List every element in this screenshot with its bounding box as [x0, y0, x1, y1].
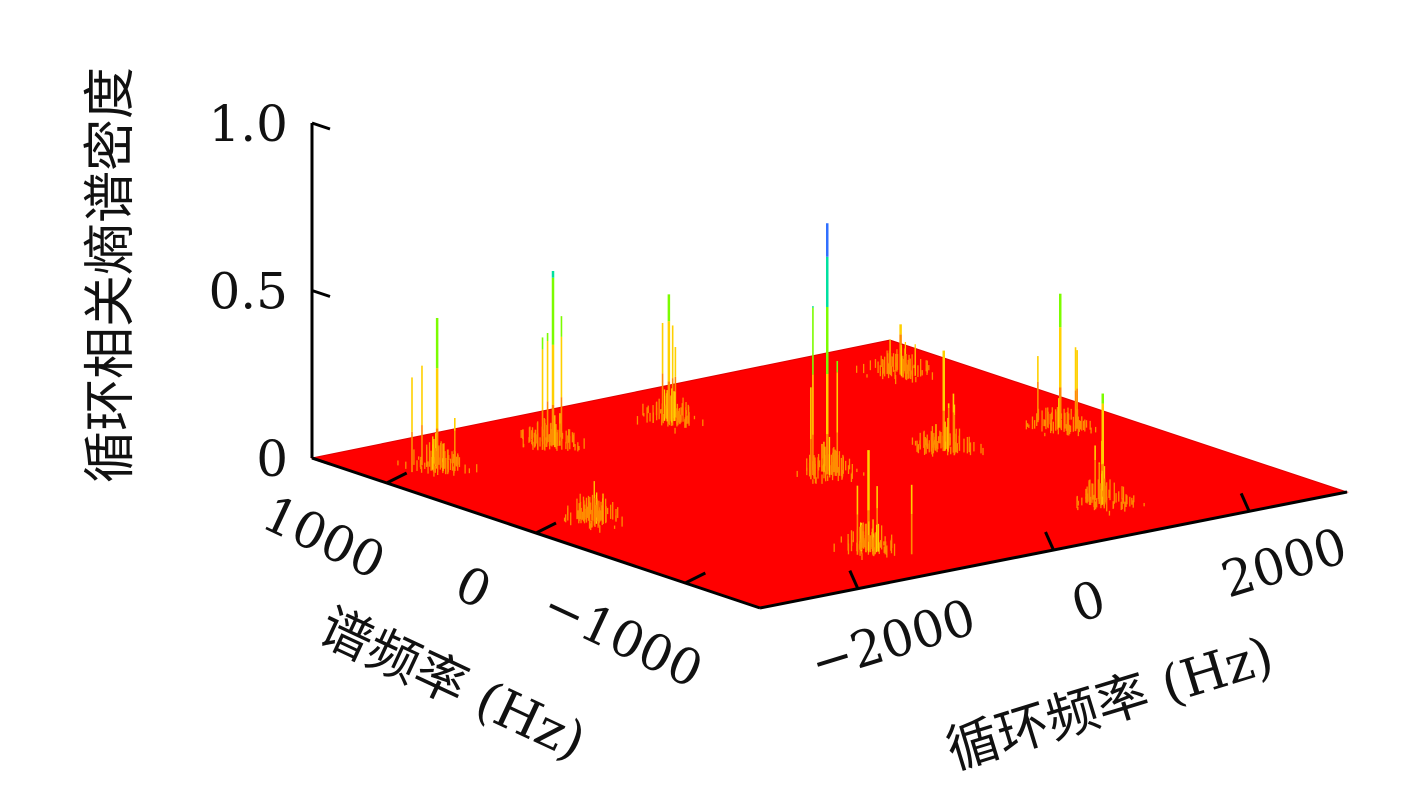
- peak-cluster-6: [1025, 293, 1097, 437]
- peak-cluster-0: [397, 317, 478, 477]
- peak-cluster-4: [796, 223, 865, 484]
- y-tick: [535, 521, 557, 535]
- y-tick-label: −1000: [534, 576, 712, 700]
- y-tick: [385, 471, 408, 485]
- z-axis-title: 循环相关熵谱密度: [81, 67, 141, 483]
- x-axis-title: 循环频率 (Hz): [940, 626, 1281, 782]
- peak-cluster-2: [636, 294, 704, 434]
- x-tick: [1239, 492, 1251, 512]
- x-tick-label: −2000: [804, 588, 983, 693]
- y-tick: [684, 571, 707, 585]
- peak-cluster-3: [563, 481, 623, 533]
- z-tick: [311, 289, 331, 298]
- y-tick-label: 0: [447, 555, 500, 621]
- z-tick: [311, 456, 331, 466]
- axes-layer: [310, 121, 1348, 610]
- peak-cluster-1: [520, 270, 585, 452]
- x-tick: [848, 570, 860, 590]
- z-tick-label: 0.5: [208, 263, 288, 321]
- x-tick-label: 0: [1065, 569, 1112, 634]
- y-tick-label: 1000: [254, 484, 394, 590]
- peak-cluster-5: [911, 350, 984, 457]
- z-tick: [311, 121, 331, 131]
- x-tick-label: 2000: [1215, 517, 1354, 610]
- z-tick-label: 0: [256, 430, 288, 488]
- peaks-layer: [397, 223, 1145, 560]
- peak-cluster-8: [1076, 393, 1145, 516]
- peak-cluster-9: [855, 324, 934, 385]
- x-tick: [1044, 531, 1055, 551]
- z-tick-label: 1.0: [208, 95, 288, 153]
- peak-cluster-7: [833, 450, 913, 560]
